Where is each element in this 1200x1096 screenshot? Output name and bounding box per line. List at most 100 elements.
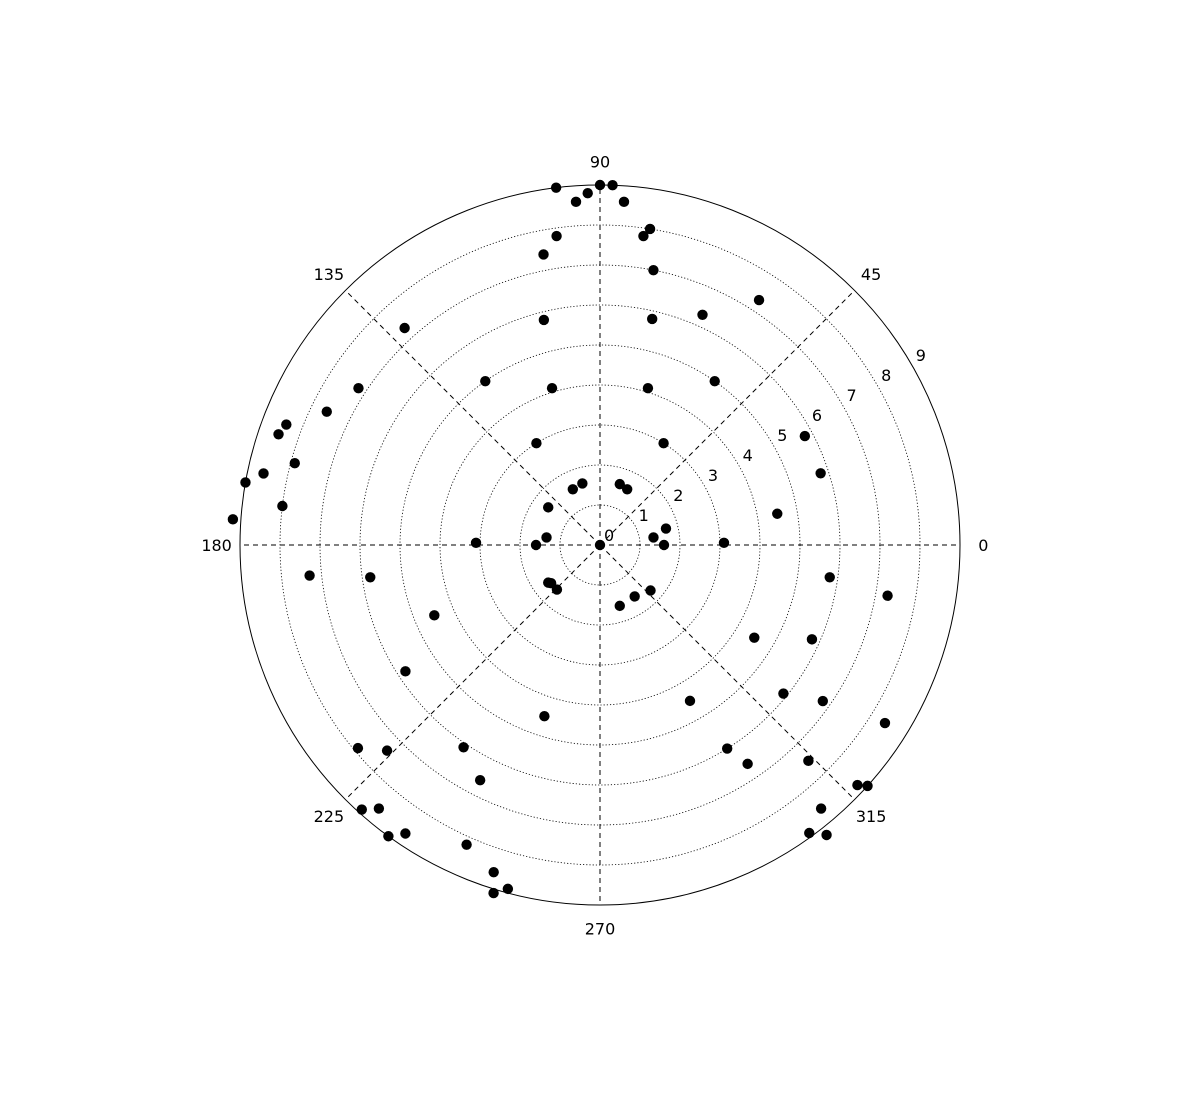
data-point [799, 430, 811, 442]
data-point [281, 419, 292, 430]
data-point [638, 230, 649, 242]
data-point [567, 484, 579, 495]
angle-tick-label-315: 315 [856, 807, 887, 826]
data-point [488, 866, 499, 878]
data-point [488, 887, 499, 899]
data-point [383, 831, 394, 842]
radial-tick-label-0: 0 [604, 526, 614, 545]
radial-grid-circle-6 [359, 304, 841, 786]
data-point [538, 249, 549, 260]
data-point [530, 539, 542, 551]
radial-tick-label-1: 1 [639, 506, 649, 525]
data-point [718, 537, 730, 549]
data-point [644, 223, 656, 235]
data-point [304, 570, 315, 581]
angle-tick-label-0: 0 [978, 536, 988, 555]
radial-grid-circle-2 [519, 464, 681, 626]
data-point [577, 478, 588, 489]
data-point [618, 196, 630, 208]
data-point [772, 508, 783, 519]
data-point [429, 610, 440, 621]
data-point [778, 688, 789, 699]
radial-grid-circle-4 [439, 384, 761, 706]
data-point [629, 591, 640, 602]
angle-tick-label-45: 45 [861, 265, 881, 284]
angle-spoke-45 [599, 290, 855, 546]
data-point [684, 695, 696, 707]
data-point [646, 313, 658, 325]
data-point [461, 839, 472, 850]
data-point [882, 590, 893, 601]
data-point [400, 828, 411, 839]
data-point [373, 803, 385, 814]
data-point [550, 182, 562, 193]
radial-tick-label-7: 7 [846, 386, 856, 405]
data-point [365, 572, 376, 583]
data-point [400, 666, 411, 677]
data-point [356, 804, 367, 815]
radial-tick-label-5: 5 [777, 426, 787, 445]
data-point [852, 779, 863, 791]
data-points [227, 179, 893, 899]
radial-tick-label-6: 6 [812, 406, 822, 425]
angle-tick-label-225: 225 [314, 807, 345, 826]
data-point [538, 314, 550, 326]
data-point [614, 600, 625, 612]
data-point [227, 514, 239, 525]
data-point [582, 188, 593, 199]
data-point [803, 755, 814, 767]
data-point [804, 827, 815, 839]
angle-spoke-135 [345, 290, 601, 546]
data-point [258, 468, 269, 479]
radial-tick-label-9: 9 [916, 346, 926, 365]
angle-tick-label-180: 180 [201, 536, 232, 555]
angle-tick-label-135: 135 [314, 265, 345, 284]
data-point [658, 438, 669, 449]
data-point [289, 458, 300, 469]
data-point [879, 717, 891, 729]
data-point [273, 429, 284, 440]
angle-spokes [240, 185, 960, 905]
radial-tick-label-3: 3 [708, 466, 718, 485]
data-point [749, 632, 760, 643]
angle-spoke-315 [599, 544, 855, 800]
data-point [353, 382, 364, 394]
data-point [660, 523, 672, 534]
data-point [648, 264, 659, 276]
data-point [240, 477, 251, 488]
data-point [543, 502, 554, 513]
data-point [541, 532, 552, 543]
data-point [824, 572, 835, 583]
data-point [721, 743, 733, 754]
data-point [821, 829, 832, 841]
data-point [607, 180, 618, 191]
data-point [594, 539, 606, 551]
data-point [709, 375, 720, 387]
data-point [502, 883, 514, 895]
angle-tick-label-90: 90 [590, 153, 610, 172]
data-point [614, 478, 625, 490]
data-point [570, 196, 582, 208]
data-point [539, 710, 550, 722]
data-point [470, 537, 482, 549]
data-point [277, 500, 288, 512]
data-point [352, 742, 364, 754]
data-point [815, 803, 827, 814]
data-point [546, 382, 558, 394]
data-point [531, 438, 542, 449]
radial-tick-label-4: 4 [743, 446, 753, 465]
radial-tick-label-2: 2 [673, 486, 683, 505]
data-point [645, 585, 656, 596]
data-point [815, 468, 826, 479]
data-point [697, 309, 708, 320]
data-point [817, 695, 829, 707]
angle-spoke-225 [345, 544, 601, 800]
data-point [806, 634, 818, 645]
data-point [321, 406, 332, 417]
data-point [658, 539, 670, 551]
data-point [862, 780, 873, 792]
data-point [545, 577, 557, 589]
data-point [621, 484, 633, 495]
data-point [474, 775, 486, 786]
